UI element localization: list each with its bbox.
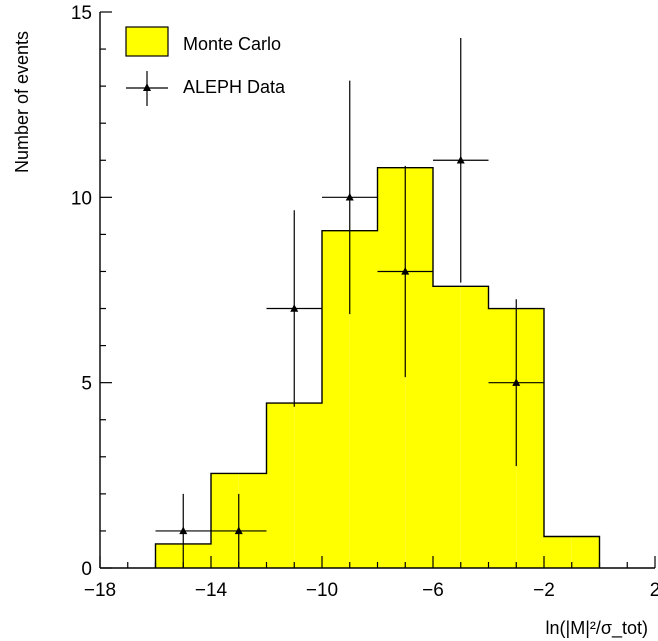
histogram-bin-3	[238, 473, 267, 568]
y-axis-label: Number of events	[12, 31, 32, 173]
histogram-bin-13	[516, 308, 544, 568]
data-point-6	[488, 299, 544, 467]
x-axis-label: ln(|M|²/σ_tot)	[546, 618, 648, 639]
legend: Monte Carlo ALEPH Data	[125, 26, 286, 106]
x-tick-label: 2	[650, 580, 658, 601]
legend-swatch-aleph-data	[126, 71, 168, 106]
data-point-4	[377, 165, 433, 378]
data-point-3	[322, 80, 378, 315]
histogram-bin-10	[433, 286, 461, 568]
x-tick-label: −14	[195, 580, 228, 601]
data-point-0	[155, 493, 211, 568]
histogram-bin-2	[211, 473, 239, 568]
histogram-bin-14	[544, 536, 572, 568]
y-tick-label: 10	[71, 188, 92, 209]
histogram-bin-11	[460, 286, 489, 568]
axes: −18 −14 −10 −6 −2 2 0 5 10 15	[71, 3, 658, 601]
histogram-bin-12	[488, 308, 517, 568]
histogram-bin-1	[183, 543, 211, 568]
triangle-marker	[456, 155, 465, 164]
triangle-marker	[143, 83, 151, 91]
y-tick-label: 0	[81, 559, 92, 580]
histogram-bin-5	[294, 403, 322, 568]
legend-swatch-monte-carlo	[125, 26, 169, 57]
plot-area	[154, 37, 601, 568]
x-tick-label: −6	[422, 580, 444, 601]
x-tick-label: −2	[533, 580, 555, 601]
x-tick-label: −10	[306, 580, 338, 601]
triangle-marker	[290, 304, 299, 312]
y-tick-label: 5	[81, 374, 92, 395]
triangle-marker	[234, 526, 243, 535]
data-point-5	[433, 37, 489, 283]
triangle-marker	[179, 526, 188, 535]
x-tick-label: −18	[84, 580, 116, 601]
data-point-2	[266, 210, 322, 407]
histogram-bin-9	[405, 167, 433, 568]
histogram-bin-6	[322, 230, 350, 568]
histogram-bin-4	[266, 403, 295, 568]
triangle-marker	[512, 378, 521, 386]
histogram-bin-15	[571, 536, 600, 568]
histogram-bin-0	[155, 543, 184, 568]
y-tick-label: 15	[71, 3, 92, 24]
legend-label-monte-carlo: Monte Carlo	[183, 34, 281, 54]
histogram-outline	[154, 166, 601, 568]
legend-label-aleph-data: ALEPH Data	[183, 77, 286, 97]
data-point-1	[211, 493, 267, 568]
triangle-marker	[345, 192, 354, 201]
histogram-bin-8	[377, 167, 406, 568]
triangle-marker	[401, 267, 410, 275]
histogram-bin-7	[349, 230, 378, 568]
